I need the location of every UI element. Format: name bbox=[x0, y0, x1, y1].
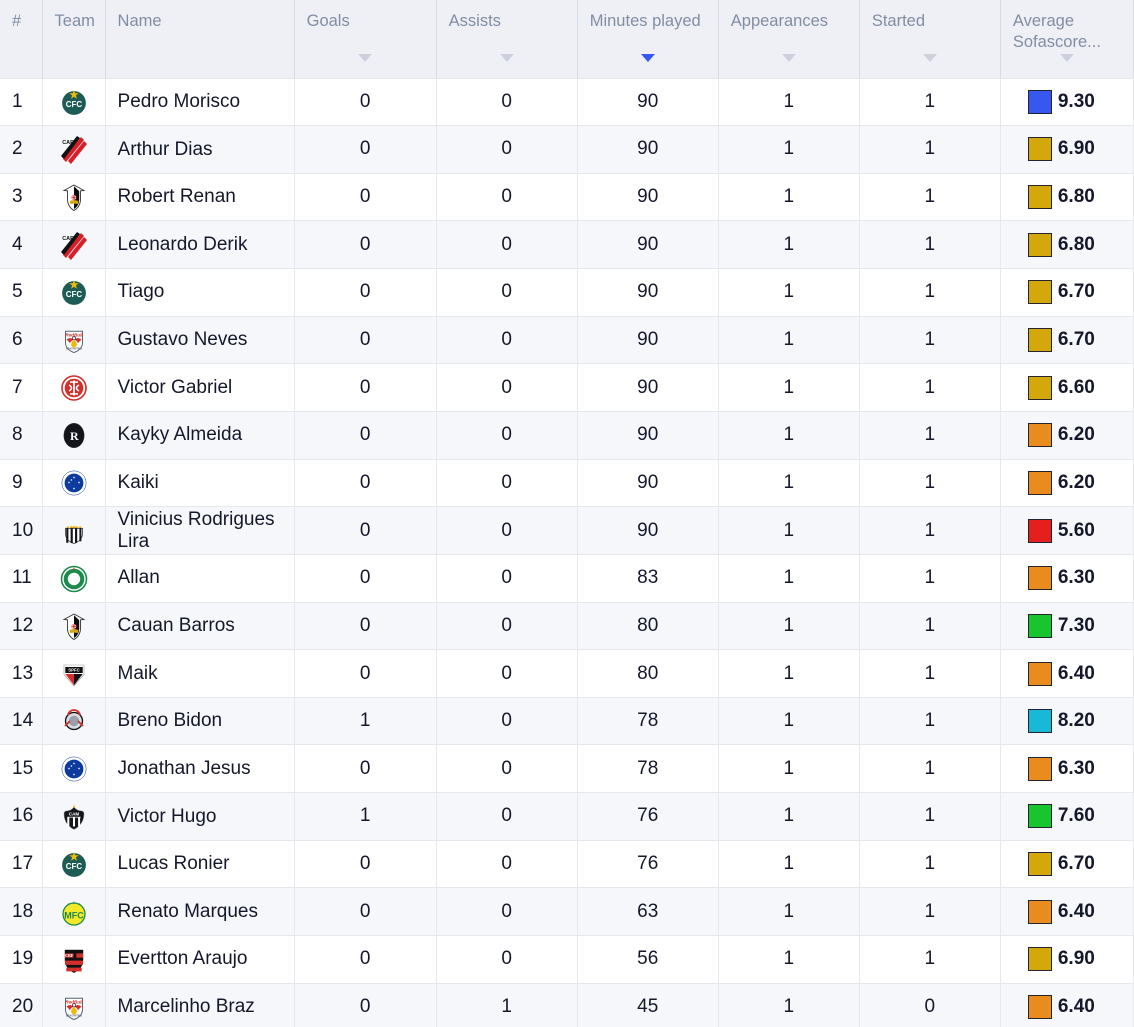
svg-text:CRF: CRF bbox=[65, 953, 74, 958]
svg-text:R: R bbox=[69, 429, 78, 443]
svg-text:BRAGANTINO: BRAGANTINO bbox=[65, 348, 81, 351]
svg-text:CAM: CAM bbox=[68, 812, 79, 817]
svg-text:CFC: CFC bbox=[65, 100, 82, 109]
svg-text:MFC: MFC bbox=[64, 910, 84, 920]
svg-text:BRAGANTINO: BRAGANTINO bbox=[65, 1015, 81, 1018]
svg-text:CFC: CFC bbox=[65, 290, 82, 299]
svg-text:CFC: CFC bbox=[65, 862, 82, 871]
svg-text:SPFC: SPFC bbox=[68, 667, 79, 672]
svg-text:CAP: CAP bbox=[62, 140, 74, 146]
svg-text:CAP: CAP bbox=[62, 236, 74, 242]
